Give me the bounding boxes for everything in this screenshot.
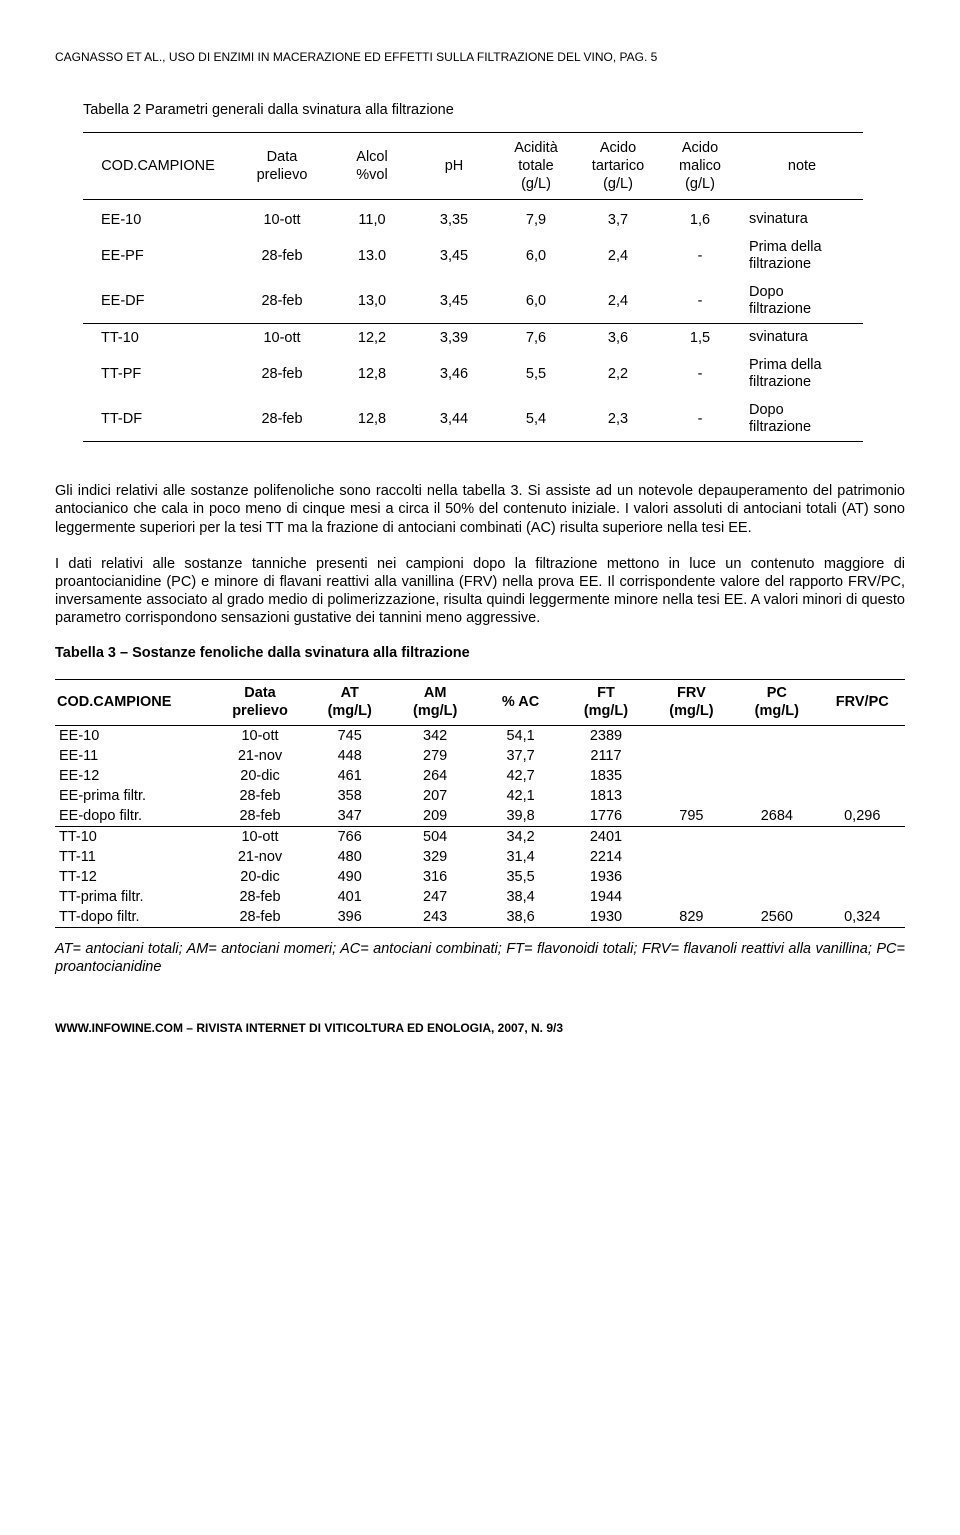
table3-legend: AT= antociani totali; AM= antociani mome… [55, 940, 905, 976]
page-header: CAGNASSO ET AL., USO DI ENZIMI IN MACERA… [55, 50, 905, 64]
t2-h4: pH [413, 133, 495, 200]
t3-h8: PC(mg/L) [734, 680, 819, 726]
table-row: TT-1010-ott12,23,397,63,61,5svinatura [83, 324, 863, 352]
t2-h3: Alcol%vol [331, 133, 413, 200]
t3-h6: FT(mg/L) [563, 680, 648, 726]
t2-h5: Aciditàtotale(g/L) [495, 133, 577, 200]
table-row: TT-prima filtr.28-feb40124738,41944 [55, 887, 905, 907]
table-row: EE-DF28-feb13,03,456,02,4-Dopofiltrazion… [83, 279, 863, 324]
table-row: EE-dopo filtr.28-feb34720939,81776795268… [55, 806, 905, 827]
t2-h2: Dataprelievo [233, 133, 331, 200]
t2-h1: COD.CAMPIONE [83, 133, 233, 200]
table-row: TT-1010-ott76650434,22401 [55, 826, 905, 847]
t3-h1: COD.CAMPIONE [55, 680, 213, 726]
table-row: EE-1010-ott11,03,357,93,71,6svinatura [83, 206, 863, 233]
table-row: EE-1220-dic46126442,71835 [55, 766, 905, 786]
table2: COD.CAMPIONE Dataprelievo Alcol%vol pH A… [83, 132, 863, 442]
table-row: TT-1220-dic49031635,51936 [55, 867, 905, 887]
table-row: EE-prima filtr.28-feb35820742,11813 [55, 786, 905, 806]
table3-caption: Tabella 3 – Sostanze fenoliche dalla svi… [55, 645, 905, 661]
paragraph-2: I dati relativi alle sostanze tanniche p… [55, 555, 905, 628]
t3-h9: FRV/PC [820, 680, 905, 726]
table2-caption: Tabella 2 Parametri generali dalla svina… [83, 102, 905, 118]
table-row: TT-PF28-feb12,83,465,52,2-Prima dellafil… [83, 352, 863, 397]
t2-h8: note [741, 133, 863, 200]
t2-h6: Acidotartarico(g/L) [577, 133, 659, 200]
table-row: EE-1010-ott74534254,12389 [55, 725, 905, 746]
t3-h5: % AC [478, 680, 563, 726]
t2-h7: Acidomalico(g/L) [659, 133, 741, 200]
table3: COD.CAMPIONE Dataprelievo AT(mg/L) AM(mg… [55, 679, 905, 928]
table-row: EE-PF28-feb13.03,456,02,4-Prima dellafil… [83, 234, 863, 279]
t3-h4: AM(mg/L) [392, 680, 477, 726]
paragraph-1: Gli indici relativi alle sostanze polife… [55, 482, 905, 536]
t3-h7: FRV(mg/L) [649, 680, 734, 726]
t3-h3: AT(mg/L) [307, 680, 392, 726]
table3-header-row: COD.CAMPIONE Dataprelievo AT(mg/L) AM(mg… [55, 680, 905, 726]
table-row: TT-DF28-feb12,83,445,42,3-Dopofiltrazion… [83, 397, 863, 442]
table2-header-row: COD.CAMPIONE Dataprelievo Alcol%vol pH A… [83, 133, 863, 200]
table-row: TT-dopo filtr.28-feb39624338,61930829256… [55, 907, 905, 928]
table-row: EE-1121-nov44827937,72117 [55, 746, 905, 766]
page-footer: WWW.INFOWINE.COM – RIVISTA INTERNET DI V… [55, 1021, 905, 1035]
table-row: TT-1121-nov48032931,42214 [55, 847, 905, 867]
t3-h2: Dataprelievo [213, 680, 307, 726]
